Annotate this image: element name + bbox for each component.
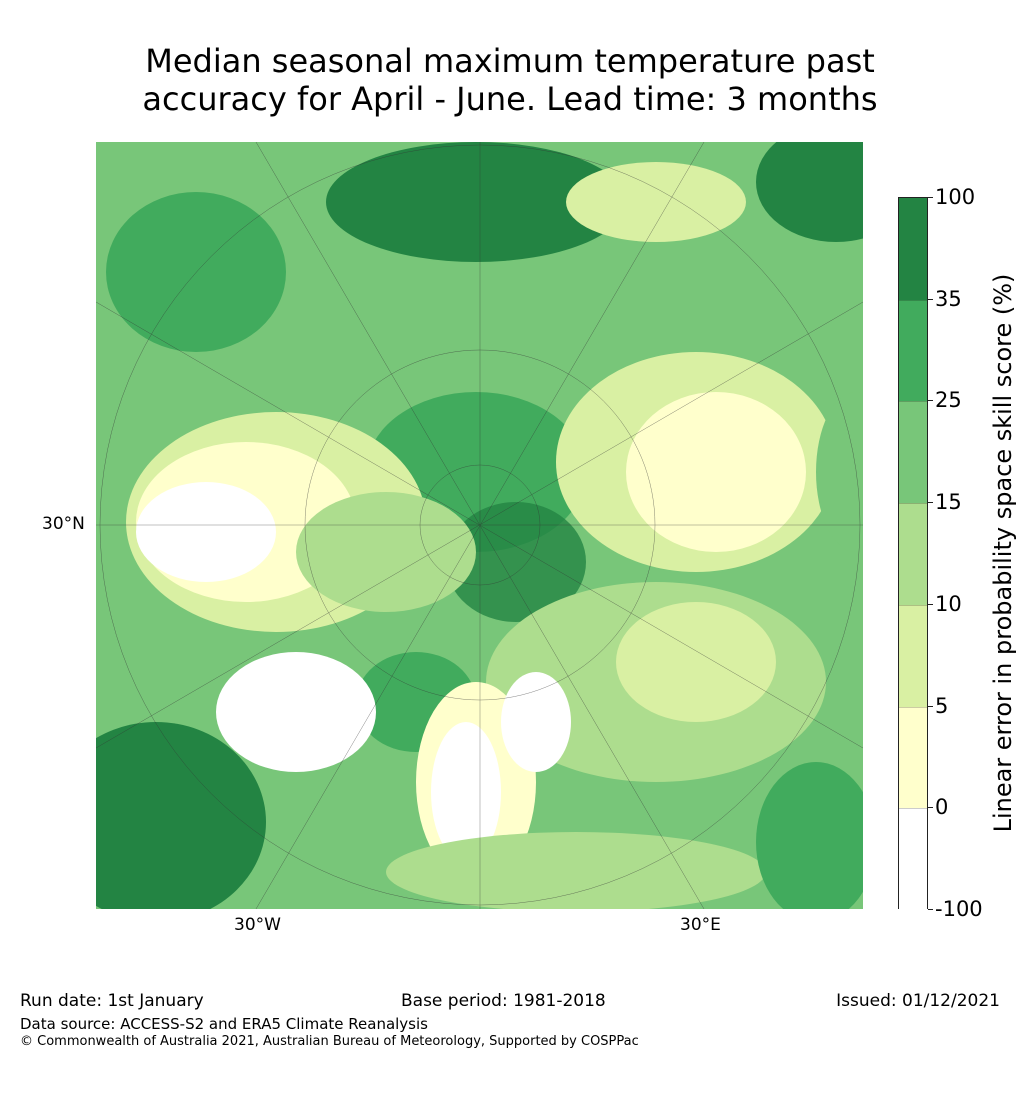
colorbar-segment	[899, 808, 927, 911]
colorbar-segment	[899, 604, 927, 708]
run-date: Run date: 1st January	[20, 991, 204, 1011]
colorbar-label: Linear error in probability space skill …	[989, 273, 1017, 833]
colorbar-tick-mark	[928, 603, 933, 605]
colorbar-tick-label: 15	[935, 490, 962, 515]
base-period: Base period: 1981-2018	[401, 991, 606, 1011]
copyright: © Commonwealth of Australia 2021, Austra…	[20, 1034, 639, 1049]
colorbar-tick-mark	[928, 197, 933, 198]
skill-score-map	[96, 142, 863, 909]
colorbar-segment	[899, 299, 927, 403]
colorbar-segment	[899, 198, 927, 300]
data-source: Data source: ACCESS-S2 and ERA5 Climate …	[20, 1015, 428, 1033]
colorbar-tick-label: 100	[935, 185, 976, 209]
graticule	[96, 142, 863, 909]
lat-label-30n: 30°N	[42, 514, 85, 534]
lon-label-30e: 30°E	[680, 915, 721, 935]
issued-date: Issued: 01/12/2021	[836, 991, 1000, 1011]
title-line-2: accuracy for April - June. Lead time: 3 …	[142, 80, 878, 118]
score-regions	[96, 142, 863, 909]
colorbar-segment	[899, 706, 927, 810]
colorbar-tick-label: 5	[935, 693, 949, 718]
colorbar-tick-label: -100	[935, 897, 983, 921]
colorbar-tick-mark	[928, 400, 933, 402]
colorbar-tick-label: 10	[935, 591, 962, 616]
colorbar-tick-mark	[928, 807, 933, 809]
colorbar-segment	[899, 401, 927, 505]
lon-label-30w: 30°W	[234, 915, 281, 935]
colorbar-tick-mark	[928, 298, 933, 300]
colorbar-tick-label: 0	[935, 795, 949, 820]
title-line-1: Median seasonal maximum temperature past	[145, 42, 875, 80]
colorbar-tick-mark	[928, 705, 933, 707]
colorbar	[898, 197, 928, 911]
colorbar-tick-mark	[928, 909, 933, 910]
colorbar-tick-label: 25	[935, 388, 962, 413]
colorbar-tick-mark	[928, 502, 933, 504]
colorbar-segment	[899, 503, 927, 606]
colorbar-tick-label: 35	[935, 286, 962, 311]
